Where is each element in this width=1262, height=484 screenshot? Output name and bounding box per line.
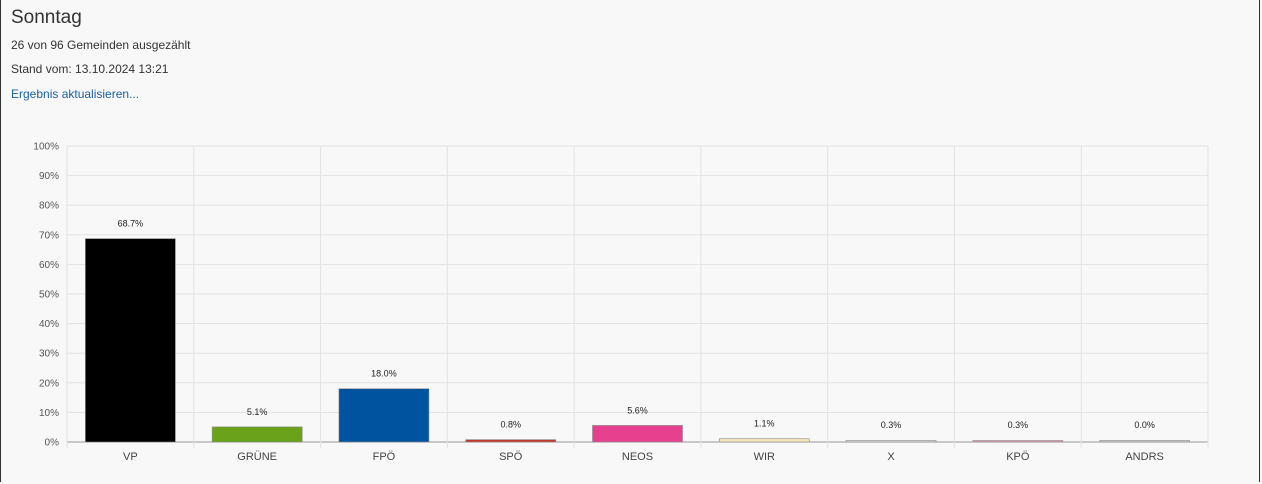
y-tick-label: 60%	[39, 260, 59, 271]
x-tick-label: ANDRS	[1125, 451, 1164, 463]
value-label: 0.3%	[1008, 420, 1029, 430]
counted-status: 26 von 96 Gemeinden ausgezählt	[11, 38, 191, 52]
bar	[592, 425, 683, 443]
y-tick-label: 50%	[39, 290, 59, 301]
refresh-link[interactable]: Ergebnis aktualisieren...	[11, 87, 140, 101]
bar	[972, 440, 1064, 443]
bar	[718, 438, 810, 443]
x-tick-label: WIR	[754, 451, 775, 463]
bar	[845, 440, 937, 443]
value-label: 68.7%	[118, 219, 144, 229]
x-tick-label: SPÖ	[499, 451, 523, 463]
value-label: 5.1%	[247, 407, 268, 417]
y-tick-label: 80%	[39, 201, 59, 212]
value-label: 5.6%	[627, 405, 648, 415]
x-tick-label: VP	[123, 451, 138, 463]
value-label: 18.0%	[371, 369, 397, 379]
y-tick-label: 20%	[39, 378, 59, 389]
value-label: 0.8%	[500, 420, 521, 430]
y-tick-label: 70%	[39, 230, 59, 241]
x-tick-label: FPÖ	[373, 451, 396, 463]
y-tick-label: 30%	[39, 349, 59, 360]
value-label: 1.1%	[754, 419, 775, 429]
x-tick-label: X	[887, 451, 895, 463]
bar	[465, 439, 557, 443]
bar	[85, 238, 176, 443]
y-tick-label: 10%	[39, 408, 59, 419]
x-tick-label: KPÖ	[1006, 451, 1030, 463]
bar	[338, 388, 430, 443]
y-tick-label: 100%	[33, 142, 59, 153]
y-tick-label: 90%	[39, 171, 59, 182]
value-label: 0.0%	[1134, 420, 1155, 430]
page-title: Sonntag	[11, 7, 82, 28]
bar	[211, 426, 303, 443]
y-tick-label: 40%	[39, 319, 59, 330]
timestamp: Stand vom: 13.10.2024 13:21	[11, 62, 169, 76]
value-label: 0.3%	[881, 420, 902, 430]
x-tick-label: GRÜNE	[237, 451, 277, 463]
bar	[1099, 440, 1190, 443]
x-tick-label: NEOS	[622, 451, 653, 463]
y-tick-label: 0%	[45, 438, 60, 449]
